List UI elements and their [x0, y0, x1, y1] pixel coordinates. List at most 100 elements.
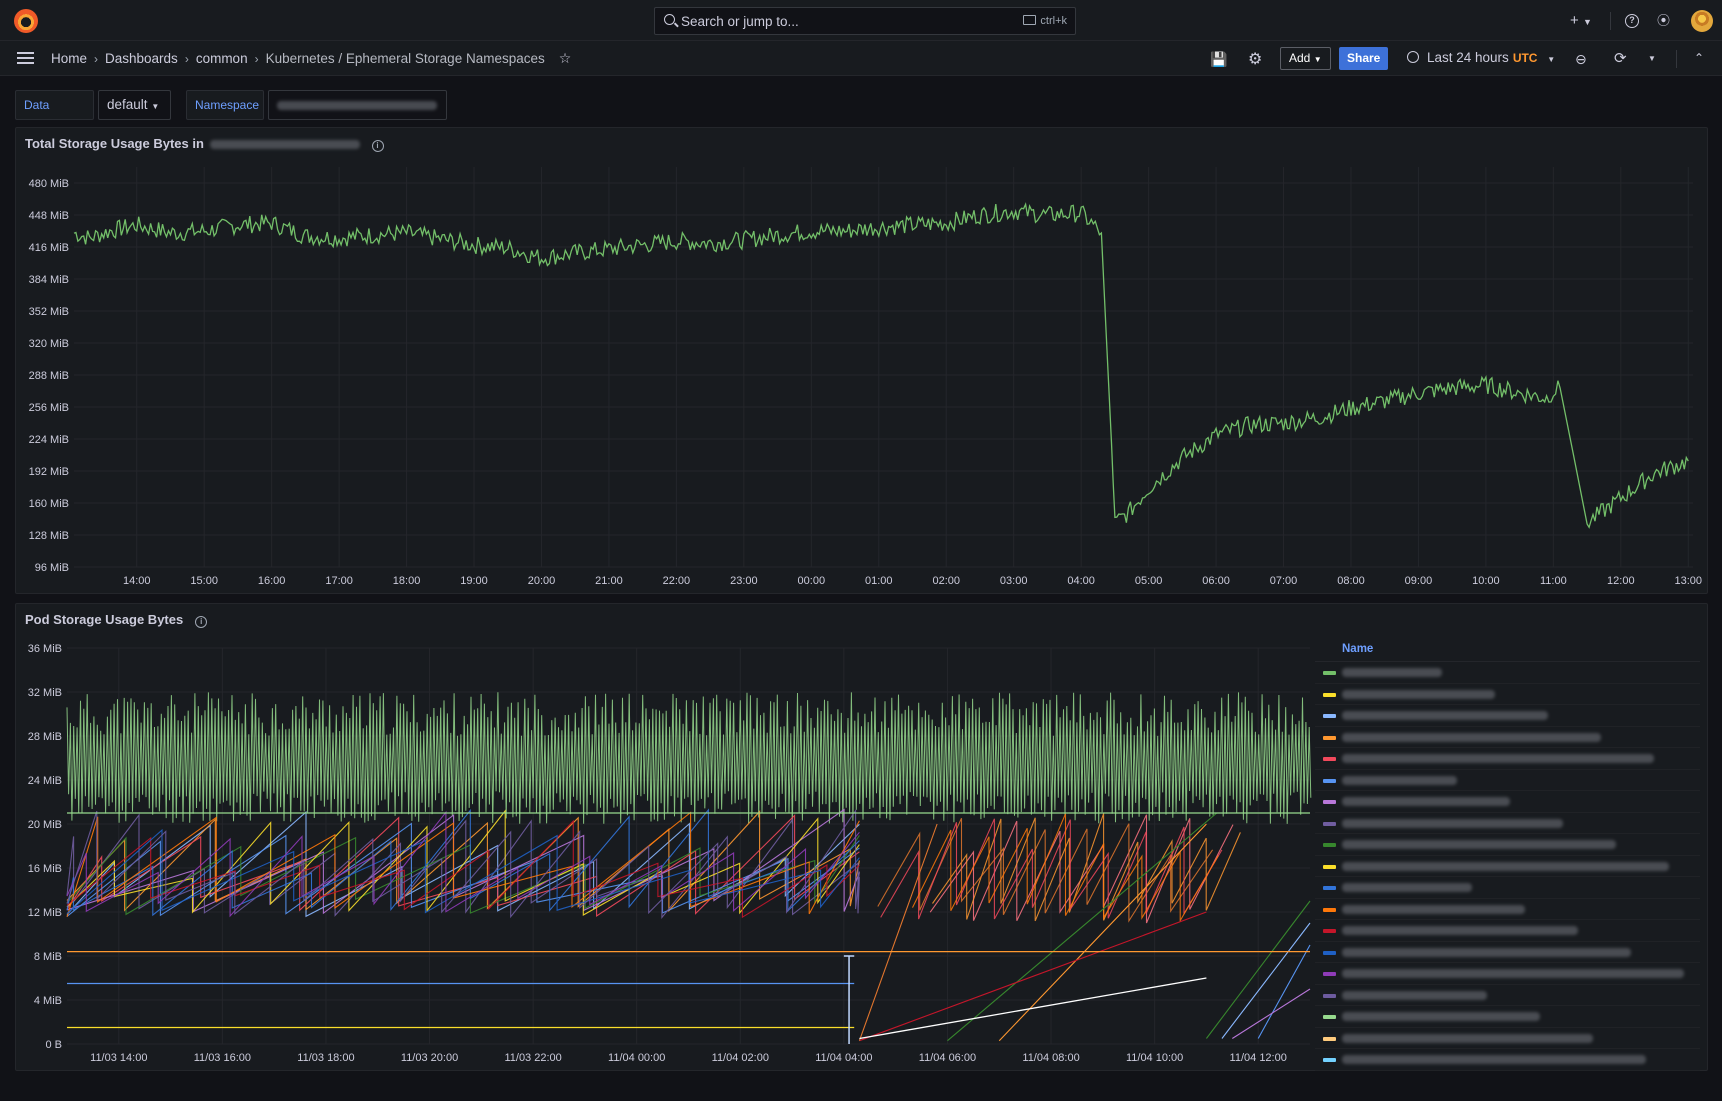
legend-item[interactable] — [1315, 985, 1700, 1006]
legend-item[interactable] — [1315, 834, 1700, 856]
legend-header[interactable]: Name — [1315, 640, 1700, 662]
legend-item[interactable] — [1315, 963, 1700, 985]
y-tick-label: 96 MiB — [35, 562, 69, 574]
legend-item[interactable] — [1315, 684, 1700, 705]
legend-swatch — [1323, 907, 1336, 912]
y-tick-label: 16 MiB — [28, 863, 62, 875]
series-line — [912, 813, 1219, 923]
legend-item[interactable] — [1315, 748, 1700, 770]
x-tick-label: 11/03 14:00 — [90, 1052, 147, 1064]
legend-item[interactable] — [1315, 920, 1700, 942]
series-line — [66, 810, 860, 913]
share-button[interactable]: Share — [1339, 47, 1389, 70]
legend-item[interactable] — [1315, 1049, 1700, 1071]
datasource-variable-select[interactable]: default ▼ — [98, 90, 171, 120]
legend-item[interactable] — [1315, 727, 1700, 748]
user-avatar[interactable] — [1691, 10, 1713, 32]
legend-swatch — [1323, 757, 1336, 761]
breadcrumb-dashboards[interactable]: Dashboards — [105, 51, 178, 66]
legend-swatch — [1323, 778, 1336, 783]
legend-item[interactable] — [1315, 1028, 1700, 1049]
datasource-variable-label: Data source — [15, 90, 94, 140]
x-tick-label: 09:00 — [1405, 575, 1433, 587]
series-line — [66, 808, 860, 919]
x-tick-label: 17:00 — [325, 575, 353, 587]
add-label: Add — [1289, 51, 1311, 65]
breadcrumb-separator-icon: › — [94, 52, 99, 66]
namespace-variable-select[interactable] — [268, 90, 447, 120]
panel-title[interactable]: Pod Storage Usage Bytes i — [25, 612, 208, 628]
breadcrumb-separator-icon: › — [184, 52, 189, 66]
info-icon[interactable]: i — [195, 616, 208, 628]
y-tick-label: 28 MiB — [28, 731, 62, 743]
plus-icon: + — [1570, 12, 1579, 29]
x-tick-label: 11/04 04:00 — [815, 1052, 872, 1064]
namespace-redacted — [209, 140, 360, 150]
legend-item[interactable] — [1315, 813, 1700, 834]
legend-series-name-redacted — [1342, 668, 1442, 677]
breadcrumb-separator-icon: › — [254, 52, 259, 66]
x-tick-label: 16:00 — [258, 575, 286, 587]
x-tick-label: 11/04 06:00 — [919, 1052, 976, 1064]
y-tick-label: 288 MiB — [29, 370, 69, 382]
pod-storage-chart[interactable]: 0 B 4 MiB 8 MiB 12 MiB 16 MiB 20 MiB 24 MiB 28 … — [15, 603, 1315, 1071]
breadcrumb-home[interactable]: Home — [51, 51, 88, 66]
legend-swatch — [1323, 950, 1336, 955]
grafana-logo-icon[interactable] — [14, 9, 38, 33]
time-range-picker[interactable]: Last 24 hours UTC ▼ — [1407, 50, 1555, 65]
legend-item[interactable] — [1315, 705, 1700, 727]
x-tick-label: 11/04 10:00 — [1126, 1052, 1183, 1064]
refresh-interval-chevron-icon[interactable]: ▼ — [1648, 54, 1656, 63]
series-line — [858, 823, 938, 1041]
legend-series-name-redacted — [1342, 840, 1616, 849]
legend-swatch — [1323, 864, 1336, 869]
y-tick-label: 192 MiB — [29, 466, 69, 478]
panel-title[interactable]: Total Storage Usage Bytes in i — [25, 136, 384, 152]
total-storage-chart[interactable]: 96 MiB 128 MiB 160 MiB 192 MiB 224 MiB 256 Mi… — [15, 127, 1708, 594]
series-group — [66, 692, 1312, 1044]
search-input[interactable]: Search or jump to... ctrl+k — [654, 7, 1076, 35]
legend-item[interactable] — [1315, 877, 1700, 899]
info-icon[interactable]: i — [371, 140, 384, 152]
legend-item[interactable] — [1315, 662, 1700, 684]
legend-item[interactable] — [1315, 942, 1700, 963]
legend-swatch — [1323, 972, 1336, 976]
collapse-chevron-up-icon[interactable]: ⌃ — [1694, 51, 1705, 65]
y-tick-label: 320 MiB — [29, 338, 69, 350]
x-tick-label: 08:00 — [1337, 575, 1365, 587]
series-line — [947, 812, 1218, 1042]
legend-item[interactable] — [1315, 856, 1700, 877]
new-plus-button[interactable]: + ▼ — [1570, 11, 1592, 31]
x-tick-label: 15:00 — [190, 575, 218, 587]
legend-item[interactable] — [1315, 1006, 1700, 1028]
legend-series-name-redacted — [1342, 990, 1487, 1000]
chevron-down-icon: ▼ — [1313, 55, 1322, 64]
x-tick-label: 01:00 — [865, 575, 893, 587]
x-tick-label: 11/03 18:00 — [297, 1052, 354, 1064]
save-dashboard-icon[interactable]: 💾 — [1210, 51, 1228, 67]
series-line — [1232, 988, 1311, 1039]
y-tick-label: 480 MiB — [29, 178, 69, 190]
add-button[interactable]: Add ▼ — [1280, 47, 1331, 70]
series-line — [859, 977, 1207, 1040]
news-rss-icon[interactable]: ⦿ — [1657, 13, 1671, 28]
star-favorite-icon[interactable]: ☆ — [558, 50, 572, 66]
y-tick-label: 128 MiB — [29, 530, 69, 542]
help-icon[interactable]: ? — [1625, 14, 1639, 28]
legend-swatch — [1323, 886, 1336, 890]
x-tick-label: 11/04 00:00 — [608, 1052, 665, 1064]
menu-hamburger-icon[interactable] — [17, 52, 34, 64]
settings-gear-icon[interactable]: ⚙ — [1248, 51, 1263, 68]
x-tick-label: 20:00 — [528, 575, 556, 587]
x-tick-label: 05:00 — [1135, 575, 1163, 587]
legend-series-name-redacted — [1342, 861, 1669, 871]
zoom-out-icon[interactable]: ⊖ — [1575, 51, 1587, 67]
legend-item[interactable] — [1315, 899, 1700, 920]
legend-series-name-redacted — [1342, 1012, 1540, 1021]
legend-item[interactable] — [1315, 770, 1700, 791]
legend-item[interactable] — [1315, 791, 1700, 813]
chevron-down-icon: ▼ — [1582, 17, 1592, 27]
x-tick-label: 03:00 — [1000, 575, 1028, 587]
refresh-icon[interactable]: ⟳ — [1614, 50, 1627, 67]
breadcrumb-folder[interactable]: common — [195, 51, 248, 66]
